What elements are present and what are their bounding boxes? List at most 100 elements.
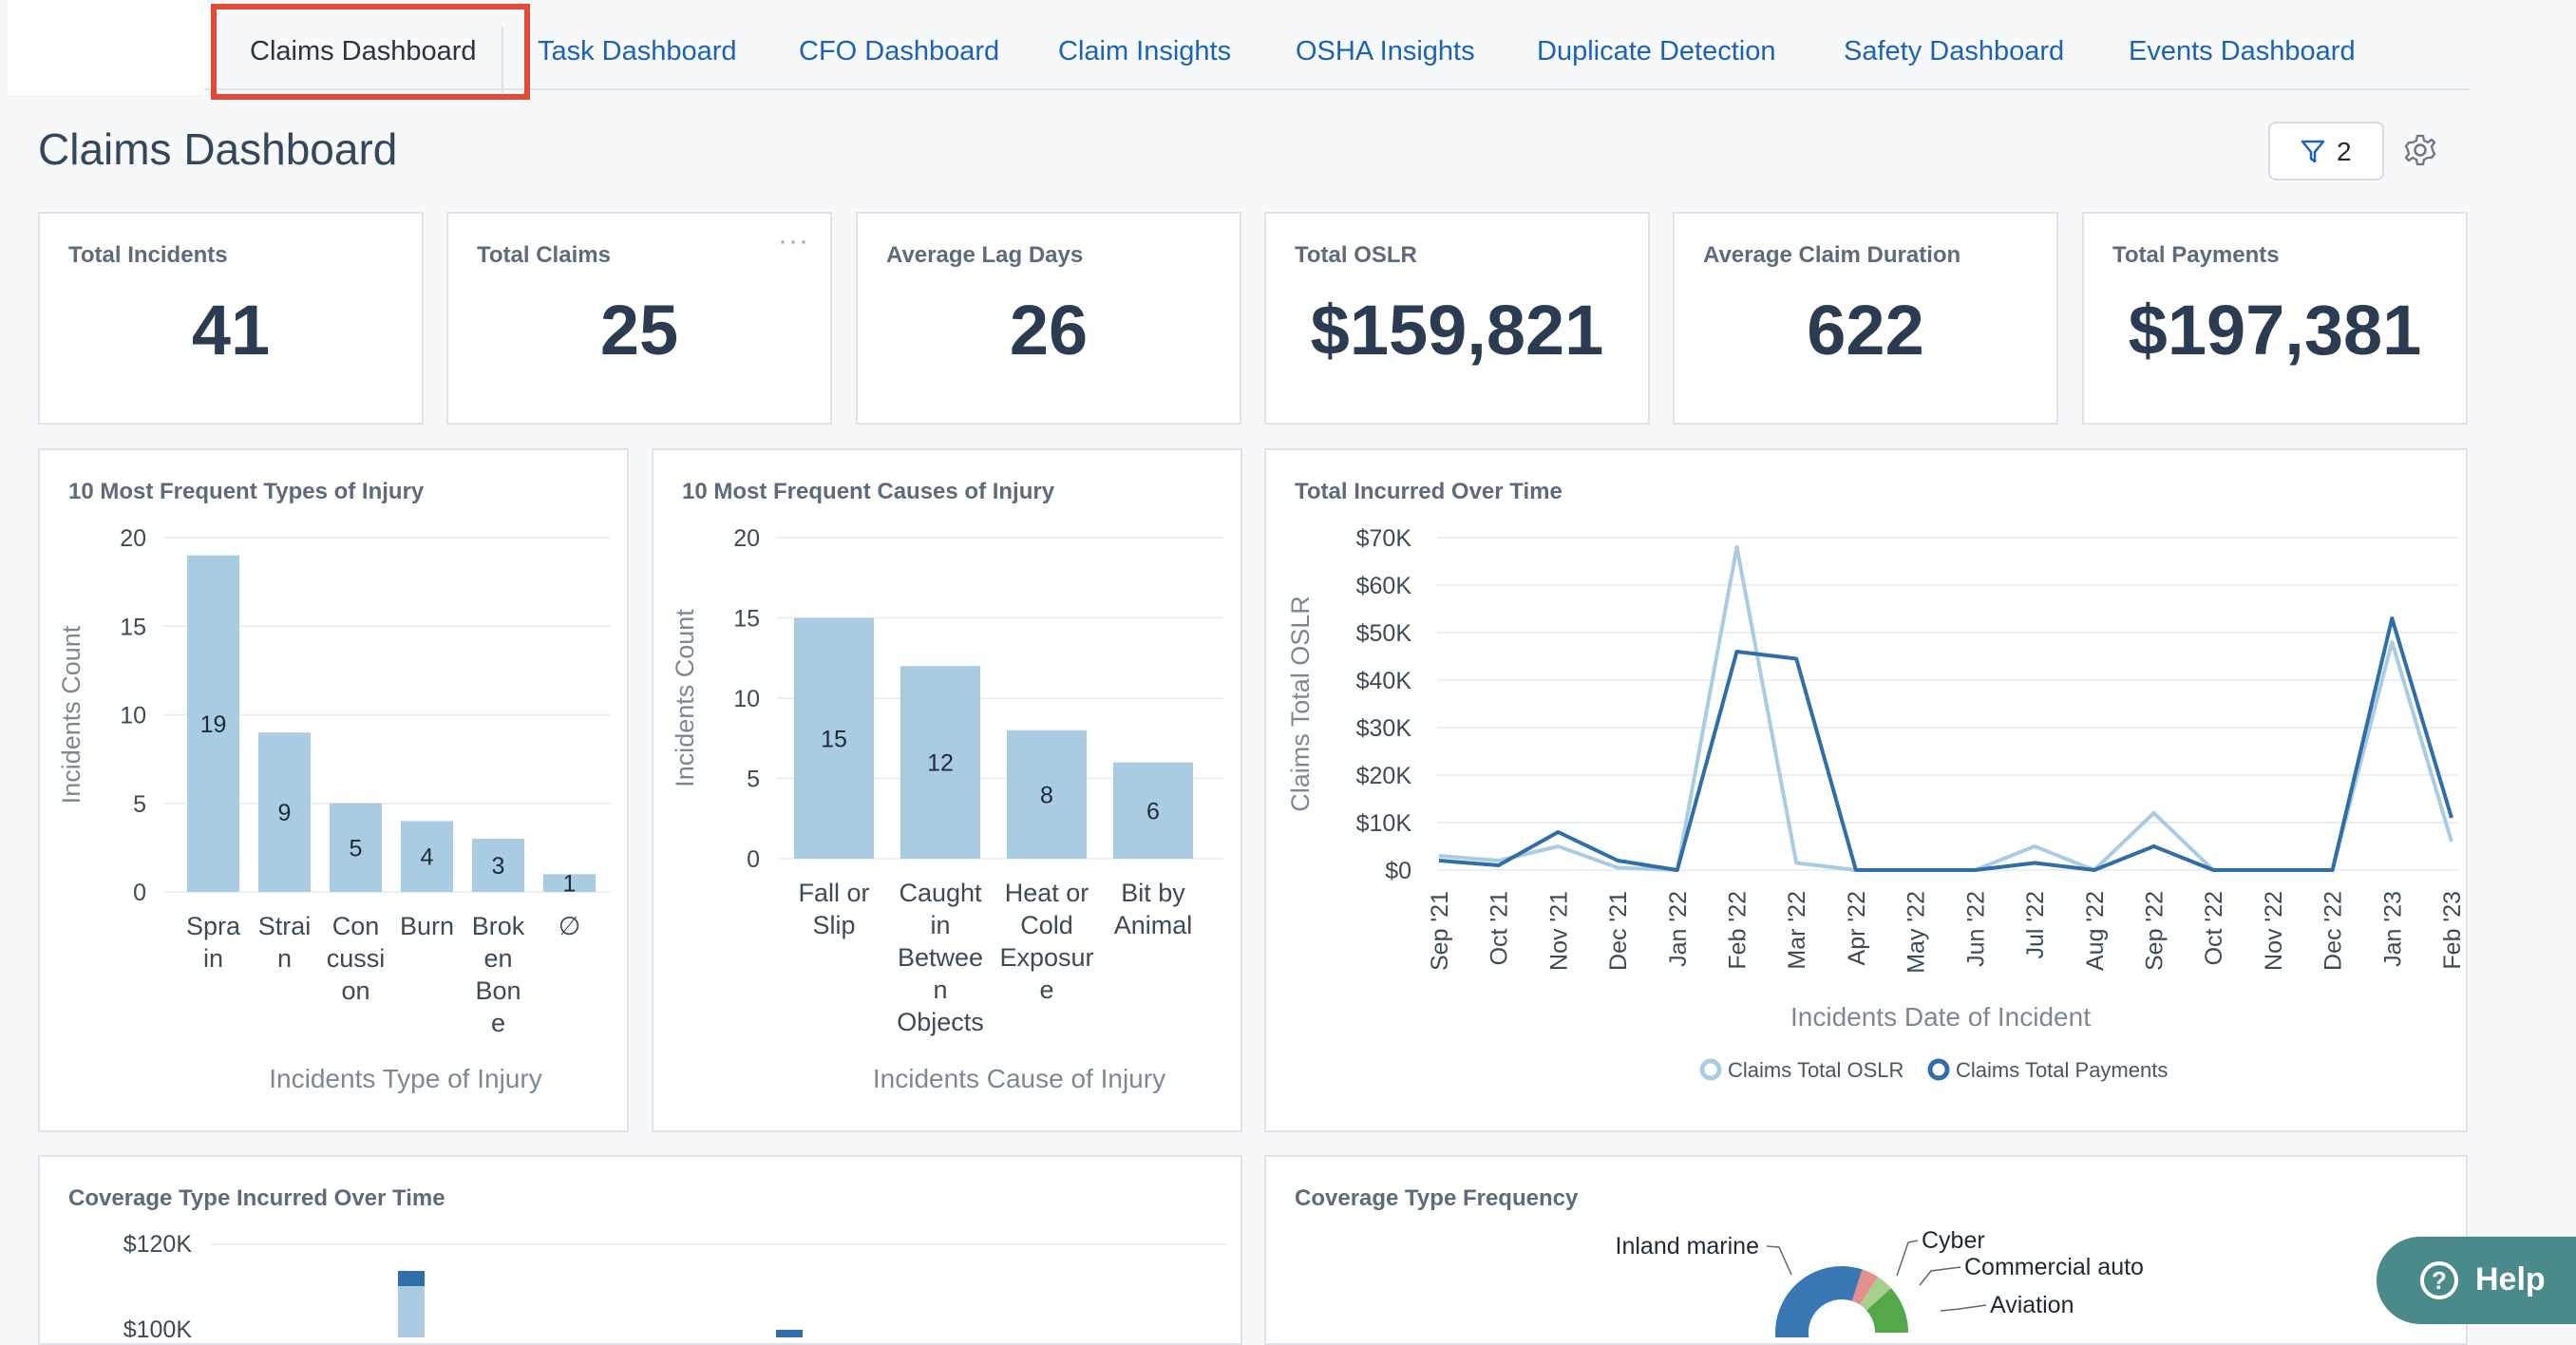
tab-separator [502,27,503,93]
tab-cfo-dashboard[interactable]: CFO Dashboard [799,36,1000,66]
x-axis-title: Incidents Type of Injury [269,1064,541,1093]
leader-line [1919,1266,1961,1286]
bar-value-label: 12 [927,750,954,777]
filter-count: 2 [2337,137,2352,166]
donut-slice [1851,1269,1879,1305]
kpi-value: $159,821 [1310,291,1604,369]
y-tick-label: 20 [733,525,760,552]
chart-card-injury-causes[interactable]: 10 Most Frequent Causes of Injury 0 5 10 15… [652,448,1242,1132]
x-tick-label: in [203,944,223,973]
x-tick-label: Bit by [1121,879,1185,907]
x-tick-label: in [930,911,950,939]
more-options-icon[interactable]: ··· [778,225,809,256]
x-tick-label: on [341,976,369,1005]
y-tick-label: 0 [747,846,760,873]
donut-label: Commercial auto [1964,1254,2144,1280]
legend-label: Claims Total Payments [1956,1058,2168,1082]
kpi-value: 622 [1807,291,1924,369]
x-tick-label: Jul '22 [2022,891,2049,958]
y-tick-label: 20 [120,525,146,552]
kpi-card-total-incidents[interactable]: Total Incidents 41 [38,212,424,425]
bar [776,1330,803,1337]
tab-bar: Claims Dashboard Task Dashboard CFO Dash… [0,0,2470,93]
help-button[interactable]: ? Help [2377,1237,2576,1324]
y-tick-label: $120K [123,1231,193,1258]
gear-icon[interactable] [2403,133,2437,167]
injury-types-bar-chart: 0 5 10 15 20 19 Spra in 9 Strai n 5 Con cussi on 4 Burn 3… [57,525,610,1093]
header-blank [8,0,207,95]
kpi-label: Total Claims [477,242,611,268]
x-tick-label: May '22 [1904,891,1930,974]
bar-value-label: 5 [350,835,363,862]
kpi-value: $197,381 [2128,291,2422,369]
bar [398,1286,425,1337]
leader-line [1766,1245,1792,1276]
y-tick-label: $30K [1356,715,1412,742]
x-tick-label: Feb '23 [2439,891,2466,970]
tab-events-dashboard[interactable]: Events Dashboard [2129,36,2356,66]
x-tick-label: Betwee [898,943,983,972]
kpi-label: Average Lag Days [886,242,1084,268]
chart-title: Total Incurred Over Time [1295,479,1563,504]
bar [794,617,874,859]
x-tick-label: ∅ [559,912,581,940]
x-tick-label: Caught [899,879,982,907]
kpi-card-total-claims[interactable]: Total Claims ··· 25 [446,212,832,425]
series-line [1438,616,2453,872]
chart-card-total-incurred[interactable]: Total Incurred Over Time $0 $10K $20K $30K $… [1264,448,2468,1132]
bar [258,732,311,892]
y-tick-label: $100K [123,1317,193,1337]
injury-causes-bar-chart: 0 5 10 15 20 15 Fall or Slip 12 Caught in Betwee n Ob… [671,525,1223,1093]
x-tick-label: Mar '22 [1784,891,1810,970]
chart-title: Coverage Type Incurred Over Time [68,1185,445,1211]
bar-value-label: 3 [492,853,505,880]
x-tick-label: Heat or [1005,879,1089,907]
bar-value-label: 6 [1146,798,1160,824]
kpi-label: Total Payments [2112,242,2280,268]
x-tick-label: Spra [186,912,241,940]
kpi-card-average-lag-days[interactable]: Average Lag Days 26 [856,212,1241,425]
chart-title: 10 Most Frequent Causes of Injury [682,479,1055,504]
x-tick-label: e [1039,976,1053,1004]
y-tick-label: $40K [1356,668,1412,694]
bar [1113,762,1193,859]
y-axis-title: Incidents Count [57,625,85,804]
bar-value-label: 19 [200,711,227,738]
tab-osha-insights[interactable]: OSHA Insights [1296,36,1475,66]
legend-marker [1927,1058,1950,1081]
tab-task-dashboard[interactable]: Task Dashboard [538,36,737,66]
bar-value-label: 15 [821,726,847,752]
filter-button[interactable]: 2 [2268,122,2384,180]
x-tick-label: Jan '23 [2379,891,2406,967]
donut-slice [1866,1288,1908,1333]
x-tick-label: Cold [1020,911,1073,939]
tab-safety-dashboard[interactable]: Safety Dashboard [1844,36,2065,66]
legend-marker [1699,1058,1722,1081]
donut-label: Cyber [1922,1227,1985,1254]
x-tick-label: Objects [897,1008,984,1036]
y-tick-label: 15 [120,614,146,640]
bar [401,821,453,892]
tab-claim-insights[interactable]: Claim Insights [1058,36,1232,66]
x-tick-label: cussi [327,944,386,973]
y-tick-label: 15 [733,606,760,633]
chart-card-injury-types[interactable]: 10 Most Frequent Types of Injury 0 5 10 15 2… [38,448,629,1132]
tab-duplicate-detection[interactable]: Duplicate Detection [1537,36,1776,66]
x-tick-label: n [277,944,292,973]
chart-card-coverage-incurred[interactable]: Coverage Type Incurred Over Time $120K $1… [38,1155,1242,1345]
y-tick-label: 5 [747,767,760,793]
kpi-label: Average Claim Duration [1703,242,1961,268]
donut-slice [1775,1266,1863,1337]
x-tick-label: Aug '22 [2082,891,2109,971]
kpi-value: 25 [599,291,679,369]
tab-claims-dashboard[interactable]: Claims Dashboard [250,36,477,66]
kpi-card-total-payments[interactable]: Total Payments $197,381 [2082,212,2468,425]
kpi-card-total-oslr[interactable]: Total OSLR $159,821 [1264,212,1650,425]
x-tick-label: Nov '22 [2261,891,2287,971]
chart-card-coverage-frequency[interactable]: Coverage Type Frequency Inland marine Cyb… [1264,1155,2468,1345]
kpi-card-average-claim-duration[interactable]: Average Claim Duration 622 [1673,212,2058,425]
series-line [1438,545,2453,872]
x-tick-label: Oct '22 [2201,891,2227,965]
x-tick-label: n [933,976,947,1004]
